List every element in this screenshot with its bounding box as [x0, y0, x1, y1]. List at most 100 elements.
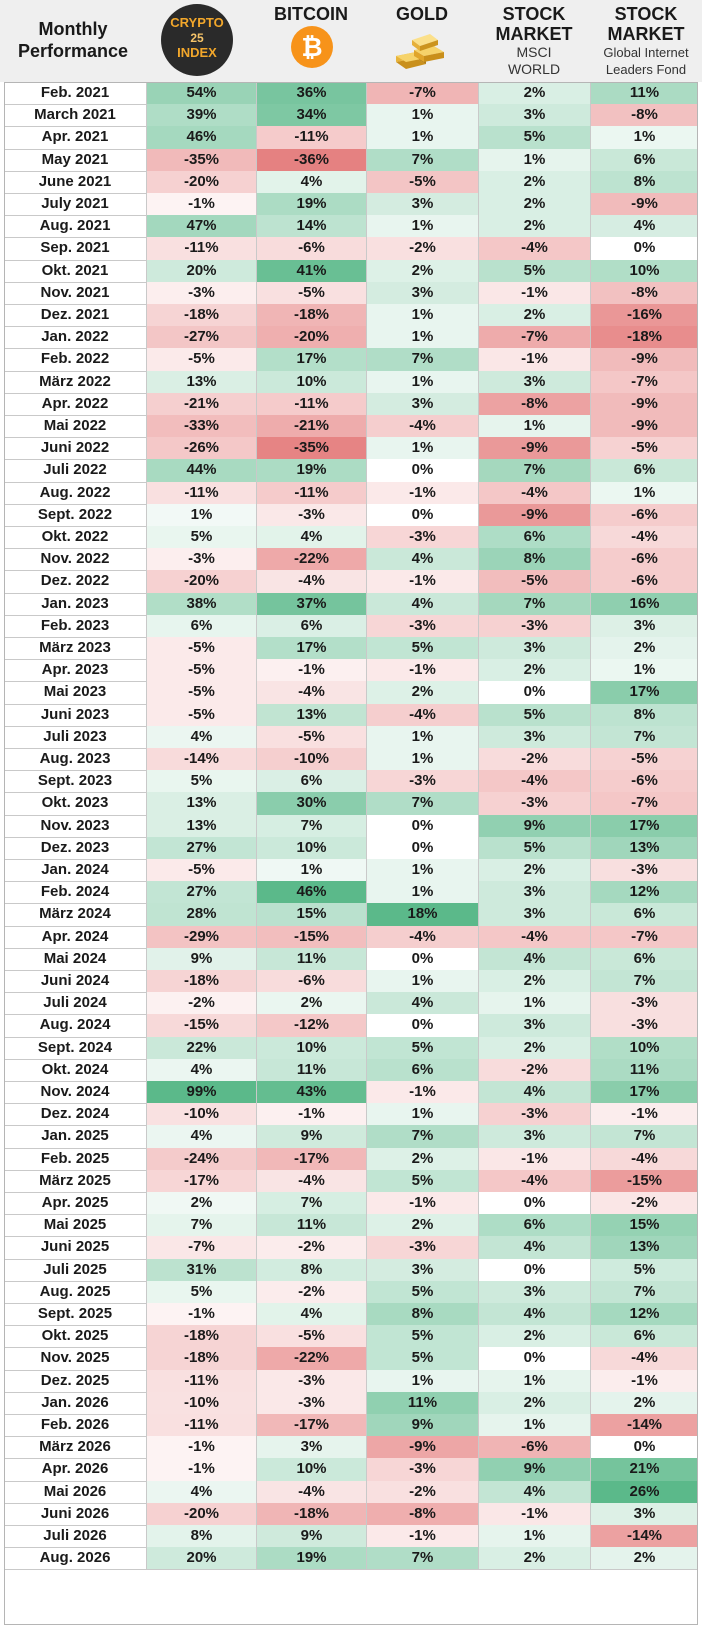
table-row: Dez. 2021 -18% -18% 1% 2% -16% — [4, 304, 698, 328]
month-cell: Sept. 2025 — [37, 1305, 113, 1322]
msci-subtitle: MSCI WORLD — [507, 44, 561, 77]
table-row: Feb. 2024 27% 46% 1% 3% 12% — [4, 881, 698, 905]
bitcoin-value-cell: -4% — [256, 570, 366, 593]
gold-value-cell: -5% — [366, 170, 478, 193]
bitcoin-value-cell: 11% — [256, 1058, 366, 1081]
month-cell: Dez. 2024 — [40, 1105, 110, 1123]
global-internet-leaders-value-cell: -4% — [590, 1347, 698, 1370]
msci-world-value-cell: -1% — [478, 348, 590, 371]
crypto-index-value-cell: -33% — [146, 415, 256, 438]
gold-value-cell: 0% — [366, 814, 478, 837]
month-cell: März 2023 — [39, 639, 111, 656]
month-cell: Juni 2022 — [40, 439, 110, 457]
table-row: Sept. 2024 22% 10% 5% 2% 10% — [4, 1036, 698, 1060]
table-row: Nov. 2024 99% 43% -1% 4% 17% — [4, 1081, 698, 1105]
month-cell: Aug. 2024 — [39, 1016, 111, 1034]
bitcoin-value-cell: 34% — [256, 104, 366, 127]
global-internet-leaders-value-cell: 16% — [590, 592, 698, 615]
crypto-index-value-cell: 99% — [146, 1081, 256, 1104]
table-row: Apr. 2023 -5% -1% -1% 2% 1% — [4, 659, 698, 683]
month-cell: Juni 2026 — [40, 1504, 110, 1522]
msci-world-value-cell: 5% — [478, 126, 590, 149]
crypto-index-value-cell: 13% — [146, 792, 256, 815]
month-cell: Mai 2024 — [43, 949, 107, 967]
gold-value-cell: -7% — [366, 82, 478, 105]
global-internet-leaders-value-cell: 11% — [590, 82, 698, 105]
crypto-index-value-cell: -3% — [146, 548, 256, 571]
bitcoin-value-cell: 8% — [256, 1258, 366, 1281]
month-cell: Sept. 2023 — [37, 772, 113, 790]
gold-value-cell: 1% — [366, 970, 478, 993]
month-column-title: Monthly Performance — [18, 19, 129, 61]
month-cell: Apr. 2026 — [41, 1460, 109, 1478]
bitcoin-value-cell: 4% — [256, 1303, 366, 1326]
gold-value-cell: -3% — [366, 614, 478, 637]
gold-value-cell: 0% — [366, 947, 478, 970]
month-cell: Aug. 2022 — [39, 483, 111, 501]
global-internet-leaders-value-cell: -16% — [590, 304, 698, 327]
crypto-index-value-cell: -11% — [146, 1369, 256, 1392]
global-internet-leaders-value-cell: -6% — [590, 570, 698, 593]
msci-world-value-cell: 0% — [478, 681, 590, 704]
msci-world-value-cell: -4% — [478, 1169, 590, 1192]
month-cell: Mai 2025 — [43, 1216, 107, 1234]
gold-value-cell: 6% — [366, 1058, 478, 1081]
crypto-index-column-header: CRYPTO 25 INDEX — [146, 0, 256, 82]
table-row: June 2021 -20% 4% -5% 2% 8% — [4, 170, 698, 194]
crypto-index-value-cell: 4% — [146, 725, 256, 748]
month-cell: Aug. 2025 — [39, 1282, 111, 1300]
msci-world-value-cell: 8% — [478, 548, 590, 571]
global-internet-leaders-value-cell: 21% — [590, 1458, 698, 1481]
month-cell: Okt. 2021 — [41, 261, 109, 279]
msci-world-value-cell: 9% — [478, 1458, 590, 1481]
crypto-index-value-cell: -1% — [146, 1458, 256, 1481]
bitcoin-value-cell: 37% — [256, 592, 366, 615]
crypto-index-value-cell: -5% — [146, 637, 256, 660]
gold-value-cell: 1% — [366, 859, 478, 882]
global-internet-leaders-value-cell: -5% — [590, 748, 698, 771]
bitcoin-value-cell: -3% — [256, 1369, 366, 1392]
month-cell: Dez. 2025 — [40, 1371, 110, 1389]
crypto-index-value-cell: 5% — [146, 526, 256, 549]
msci-world-value-cell: 9% — [478, 814, 590, 837]
month-cell: Feb. 2026 — [40, 1416, 110, 1433]
gold-value-cell: -8% — [366, 1502, 478, 1525]
global-internet-leaders-value-cell: -9% — [590, 415, 698, 438]
global-internet-leaders-value-cell: -6% — [590, 503, 698, 526]
table-row: Dez. 2023 27% 10% 0% 5% 13% — [4, 836, 698, 860]
month-cell: Sept. 2024 — [37, 1038, 113, 1056]
gold-value-cell: 7% — [366, 348, 478, 371]
crypto-index-value-cell: -27% — [146, 326, 256, 349]
table-row: März 2024 28% 15% 18% 3% 6% — [4, 903, 698, 927]
crypto-25-index-logo: CRYPTO 25 INDEX — [161, 4, 233, 76]
bitcoin-value-cell: -5% — [256, 1325, 366, 1348]
table-row: Feb. 2021 54% 36% -7% 2% 11% — [4, 82, 698, 106]
gold-value-cell: 1% — [366, 304, 478, 327]
crypto-index-value-cell: 4% — [146, 1125, 256, 1148]
crypto-index-value-cell: -29% — [146, 925, 256, 948]
bitcoin-value-cell: 4% — [256, 170, 366, 193]
msci-world-value-cell: -4% — [478, 770, 590, 793]
bitcoin-value-cell: 15% — [256, 903, 366, 926]
crypto-index-value-cell: -14% — [146, 748, 256, 771]
month-cell: Juli 2025 — [43, 1260, 107, 1278]
month-cell: Jan. 2025 — [41, 1127, 109, 1145]
month-cell: Aug. 2021 — [39, 217, 111, 235]
crypto-index-value-cell: 39% — [146, 104, 256, 127]
gold-value-cell: 1% — [366, 725, 478, 748]
crypto-index-value-cell: 54% — [146, 82, 256, 105]
gold-value-cell: 1% — [366, 437, 478, 460]
table-row: Sep. 2021 -11% -6% -2% -4% 0% — [4, 237, 698, 261]
month-cell: Dez. 2022 — [40, 572, 110, 590]
table-row: Jan. 2023 38% 37% 4% 7% 16% — [4, 592, 698, 616]
global-internet-leaders-value-cell: 0% — [590, 1436, 698, 1459]
msci-world-value-cell: 3% — [478, 1280, 590, 1303]
gold-value-cell: -1% — [366, 570, 478, 593]
global-internet-leaders-value-cell: -3% — [590, 859, 698, 882]
table-row: Juli 2024 -2% 2% 4% 1% -3% — [4, 992, 698, 1016]
table-row: Jan. 2024 -5% 1% 1% 2% -3% — [4, 859, 698, 883]
month-cell: Okt. 2023 — [41, 794, 109, 812]
month-cell: July 2021 — [41, 195, 109, 212]
global-internet-leaders-value-cell: -8% — [590, 281, 698, 304]
crypto-index-value-cell: 27% — [146, 836, 256, 859]
